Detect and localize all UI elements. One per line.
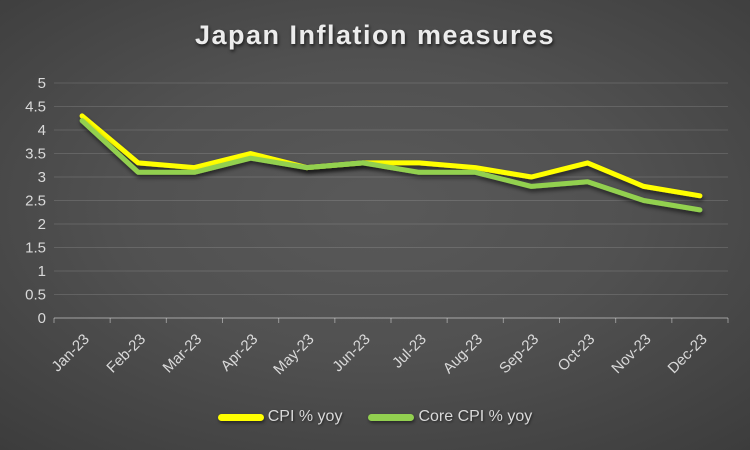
legend-item-core-cpi: Core CPI % yoy: [368, 408, 532, 426]
series-line-0: [79, 113, 703, 199]
y-axis-tick-label: 2.5: [25, 193, 46, 210]
x-axis-tick-label: Jun-23: [329, 331, 373, 375]
x-axis-tick-label: Dec-23: [665, 331, 711, 377]
x-axis-tick-label: Jan-23: [48, 331, 92, 375]
y-axis-tick-label: 2: [38, 216, 46, 233]
x-axis-tick-label: May-23: [270, 331, 317, 378]
y-axis-tick-label: 4: [38, 122, 46, 139]
y-axis-tick-label: 5: [38, 75, 46, 92]
y-axis-tick-label: 3: [38, 169, 46, 186]
y-axis-tick-label: 0: [38, 310, 46, 327]
y-axis-tick-label: 1.5: [25, 240, 46, 257]
y-axis-tick-label: 1: [38, 263, 46, 280]
x-axis-tick-label: Oct-23: [555, 331, 599, 375]
x-axis-tick-label: Sep-23: [496, 331, 542, 377]
chart-legend: CPI % yoy Core CPI % yoy: [0, 408, 750, 426]
legend-label-core-cpi: Core CPI % yoy: [418, 408, 533, 425]
x-axis-tick-label: Jul-23: [389, 331, 430, 372]
x-axis-tick-label: Nov-23: [608, 331, 654, 377]
y-axis-tick-label: 4.5: [25, 99, 46, 116]
legend-label-cpi: CPI % yoy: [267, 408, 343, 425]
x-axis-tick-label: Feb-23: [103, 331, 149, 377]
x-axis-tick-label: Apr-23: [218, 331, 262, 375]
core-cpi-line-swatch-icon: [368, 413, 415, 421]
chart-title: Japan Inflation measures: [194, 20, 556, 50]
cpi-line-swatch-icon: [217, 413, 264, 421]
x-axis-tick-label: Mar-23: [160, 331, 206, 377]
x-axis-tick-label: Aug-23: [440, 331, 486, 377]
y-axis-tick-label: 3.5: [25, 146, 46, 163]
series-line-1: [79, 118, 703, 213]
y-axis-tick-label: 0.5: [25, 287, 46, 304]
legend-item-cpi: CPI % yoy: [217, 408, 343, 426]
